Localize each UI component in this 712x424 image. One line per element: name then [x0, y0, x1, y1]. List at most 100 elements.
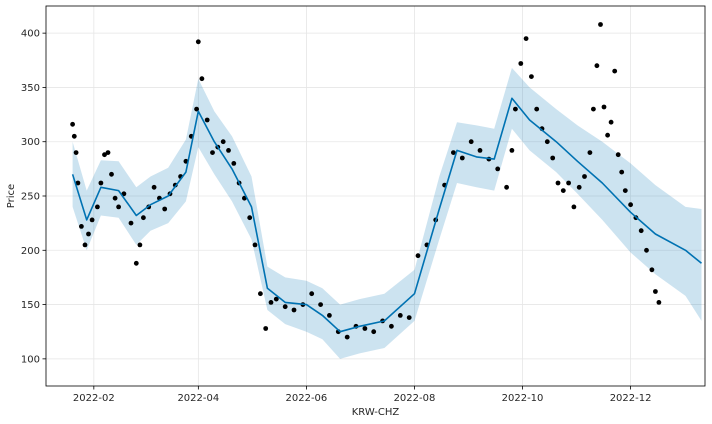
forecast-line — [71, 97, 703, 333]
observed-point — [327, 313, 332, 318]
observed-point — [268, 300, 274, 305]
observed-point — [105, 150, 111, 156]
observed-point — [344, 334, 350, 340]
observed-point — [204, 117, 210, 123]
observed-point — [523, 36, 529, 41]
observed-point — [95, 204, 100, 210]
y-tick-label: 200 — [21, 246, 40, 257]
observed-point — [258, 291, 263, 297]
observed-point — [210, 150, 215, 156]
observed-point — [582, 174, 587, 179]
observed-point — [389, 323, 394, 329]
observed-point — [397, 313, 403, 318]
observed-point — [73, 150, 79, 156]
observed-point — [79, 224, 84, 229]
observed-point — [82, 242, 88, 248]
observed-point — [544, 139, 550, 145]
observed-point — [622, 188, 628, 194]
observed-point — [504, 184, 509, 190]
observed-point — [406, 315, 412, 320]
observed-point — [194, 106, 200, 112]
observed-point — [619, 169, 625, 175]
observed-point — [137, 242, 143, 248]
observed-point — [608, 119, 614, 125]
observed-point — [628, 202, 633, 208]
observed-point — [468, 139, 474, 145]
observed-point — [601, 104, 607, 110]
observed-point — [282, 304, 288, 310]
observed-point — [226, 148, 231, 153]
x-tick-label: 2022-02 — [73, 393, 115, 404]
observed-point — [151, 184, 157, 190]
observed-point — [513, 106, 518, 112]
observed-point — [195, 39, 201, 45]
x-tick-label: 2022-08 — [394, 393, 436, 404]
observed-point — [263, 326, 269, 331]
observed-point — [362, 326, 368, 331]
observed-point — [644, 247, 649, 253]
observed-point — [89, 217, 95, 223]
observed-point — [291, 307, 297, 313]
observed-point — [199, 76, 205, 82]
observed-point — [615, 152, 621, 158]
observed-points-layer — [70, 22, 662, 340]
observed-point — [518, 61, 524, 66]
y-tick-label: 350 — [21, 83, 40, 94]
x-axis-label: KRW-CHZ — [352, 407, 400, 418]
observed-point — [591, 106, 596, 112]
y-tick-label: 250 — [21, 192, 40, 203]
observed-point — [75, 180, 81, 186]
x-tick-label: 2022-12 — [610, 393, 652, 404]
observed-point — [638, 228, 644, 234]
grid-lines — [46, 6, 705, 386]
observed-point — [571, 204, 577, 210]
y-tick-label: 150 — [21, 300, 40, 311]
observed-point — [587, 150, 593, 156]
x-tick-label: 2022-04 — [177, 393, 219, 404]
observed-point — [566, 180, 571, 186]
observed-point — [653, 289, 658, 294]
observed-point — [116, 204, 121, 210]
uncertainty-band — [72, 67, 702, 359]
observed-point — [415, 253, 421, 259]
observed-point — [318, 302, 323, 307]
observed-point — [112, 195, 118, 201]
observed-point — [594, 63, 600, 69]
observed-point — [598, 22, 603, 27]
observed-point — [98, 180, 104, 186]
observed-point — [252, 242, 258, 248]
observed-point — [86, 231, 91, 237]
x-tick-label: 2022-10 — [502, 393, 544, 404]
axis-ticks: 100 150 200 250 300 350 400 2022-02 2022-04 2022-… — [21, 29, 652, 404]
observed-point — [273, 296, 279, 302]
observed-point — [656, 300, 662, 305]
observed-point — [162, 206, 168, 212]
observed-point — [109, 171, 114, 177]
observed-point — [555, 180, 561, 186]
observed-point — [605, 132, 610, 138]
observed-point — [247, 215, 253, 221]
y-axis-label: Price — [6, 184, 17, 208]
observed-point — [612, 68, 618, 74]
observed-point — [102, 152, 107, 158]
observed-point — [309, 291, 315, 297]
observed-point — [231, 161, 237, 166]
observed-point — [649, 267, 655, 273]
observed-point — [70, 121, 75, 127]
observed-point — [534, 106, 540, 112]
observed-point — [550, 155, 556, 161]
uncertainty-band-layer — [72, 67, 702, 359]
observed-point — [451, 150, 456, 156]
observed-point — [560, 188, 566, 194]
observed-point — [495, 166, 501, 172]
observed-point — [141, 215, 146, 221]
x-tick-label: 2022-06 — [286, 393, 328, 404]
observed-point — [509, 148, 515, 153]
observed-point — [128, 220, 134, 226]
y-tick-label: 400 — [21, 29, 40, 40]
observed-point — [220, 139, 226, 145]
observed-point — [529, 74, 534, 79]
